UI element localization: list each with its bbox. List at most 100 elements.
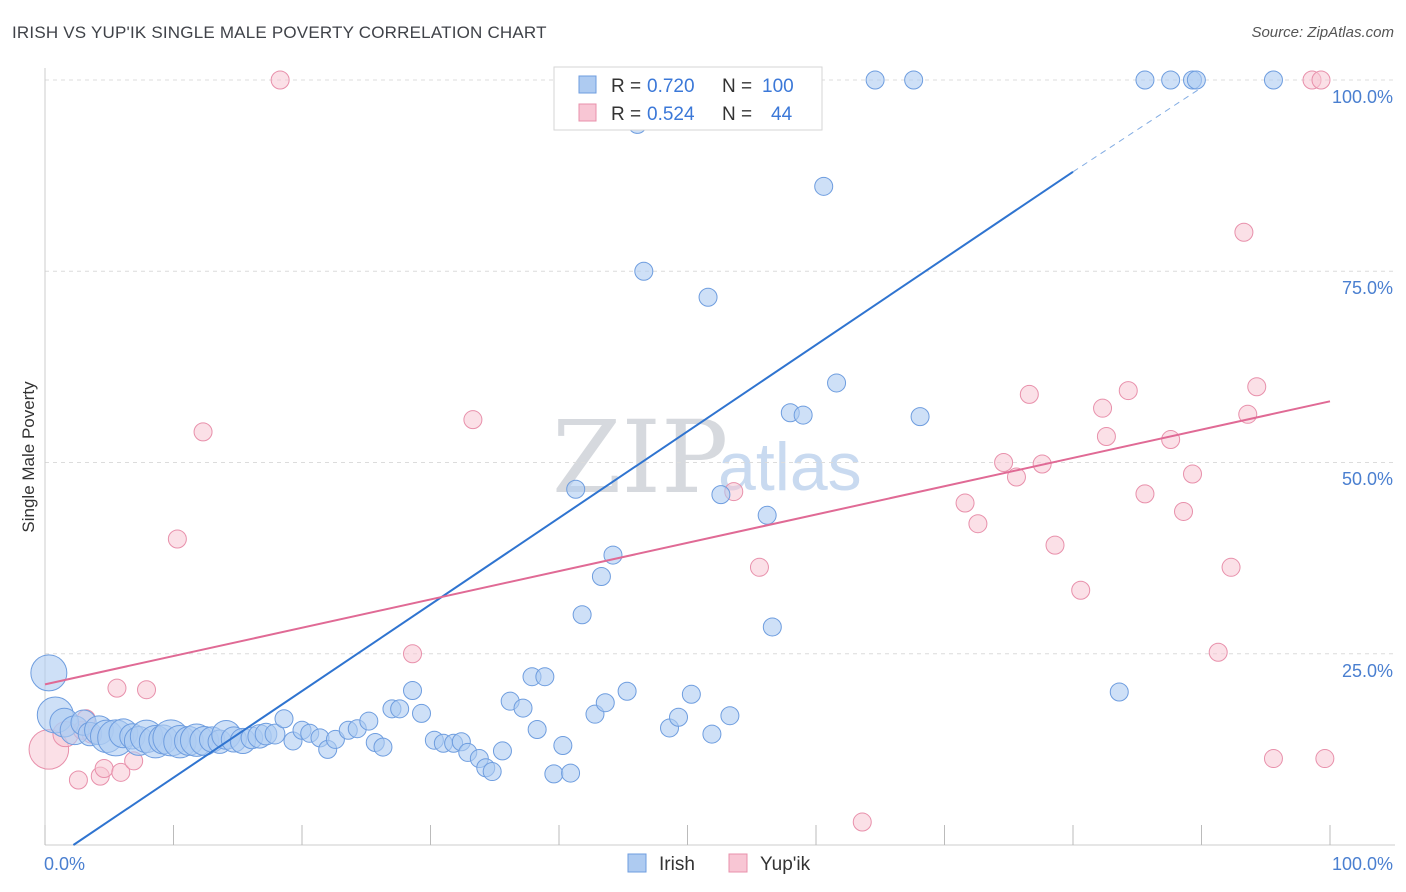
yupik-point [1315, 749, 1335, 769]
yupik-point [463, 410, 483, 430]
yupik-point [955, 493, 975, 513]
y-axis-label: Single Male Poverty [19, 381, 38, 533]
yupik-point [94, 759, 114, 778]
y-tick-label-75: 75.0% [1342, 278, 1393, 298]
irish-trend-line [72, 170, 1074, 846]
yupik-point [1135, 484, 1155, 504]
irish-point [492, 741, 512, 761]
yupik-point [1311, 70, 1331, 90]
irish-point [572, 605, 592, 625]
irish-point [865, 70, 885, 90]
irish-point [827, 373, 847, 393]
yupik-n-value: 44 [771, 104, 793, 125]
yupik-r-label: R = [611, 104, 641, 125]
irish-point [1263, 70, 1283, 90]
irish-point [720, 706, 740, 726]
yupik-point [1118, 381, 1138, 401]
yupik-point [1045, 535, 1065, 555]
irish-n-label: N = [722, 76, 752, 97]
irish-point [762, 617, 782, 637]
yupik-n-label: N = [722, 104, 752, 125]
yupik-point [403, 644, 423, 664]
irish-point [793, 405, 813, 425]
series-legend: Irish Yup'ik [627, 853, 811, 875]
yupik-point [167, 529, 187, 549]
irish-point [591, 566, 611, 586]
irish-point [561, 763, 581, 783]
irish-point [30, 654, 68, 692]
stats-legend: R = 0.720 N = 100 R = 0.524 N = 44 [553, 66, 823, 131]
irish-point [274, 709, 294, 729]
yupik-point [1263, 749, 1283, 769]
irish-point [1186, 70, 1206, 90]
irish-trend-extension [1072, 87, 1202, 173]
irish-points [30, 70, 1283, 784]
yupik-point [137, 680, 157, 700]
yupik-point [1019, 384, 1039, 404]
stats-legend-box [553, 66, 823, 131]
yupik-point [193, 422, 213, 442]
irish-point [595, 693, 615, 713]
irish-point [814, 176, 834, 196]
yupik-trend-line [44, 400, 1331, 686]
irish-point [1135, 70, 1155, 90]
irish-point [482, 762, 502, 782]
yupik-point [994, 453, 1014, 472]
yupik-point [1234, 222, 1254, 242]
irish-point [566, 479, 586, 499]
irish-point [698, 287, 718, 307]
y-tick-label-100: 100.0% [1332, 87, 1393, 107]
yupik-point [68, 770, 88, 790]
x-tick-label-0: 0.0% [44, 854, 85, 874]
irish-point [1109, 682, 1129, 702]
yupik-point [749, 557, 769, 577]
y-tick-label-25: 25.0% [1342, 661, 1393, 681]
yupik-point [852, 812, 872, 832]
x-tick-label-100: 100.0% [1332, 854, 1393, 874]
yupik-point [1006, 467, 1026, 487]
irish-point [904, 70, 924, 90]
irish-point [325, 729, 345, 749]
irish-point [513, 698, 533, 718]
irish-point [711, 485, 731, 505]
irish-point [553, 736, 573, 756]
legend-yupik-swatch [728, 853, 748, 873]
legend-irish-label: Irish [659, 854, 695, 875]
yupik-point [1174, 501, 1194, 521]
legend-yupik-label: Yup'ik [760, 854, 811, 875]
legend-irish-swatch [627, 853, 647, 873]
irish-point [390, 699, 410, 719]
chart-title: IRISH VS YUP'IK SINGLE MALE POVERTY CORR… [12, 23, 547, 42]
irish-point [669, 707, 689, 727]
irish-point [412, 703, 432, 723]
irish-point [403, 680, 423, 700]
trend-layer [44, 87, 1331, 846]
irish-n-value: 100 [762, 76, 794, 97]
yupik-point [107, 678, 127, 698]
irish-point [264, 723, 286, 745]
irish-point [1161, 70, 1181, 90]
irish-point [359, 711, 379, 731]
irish-point [910, 407, 930, 427]
yupik-point [1208, 642, 1228, 662]
irish-point [544, 764, 564, 784]
yupik-point [968, 514, 988, 534]
irish-point [527, 719, 547, 739]
yupik-point [270, 70, 290, 90]
irish-point [634, 261, 654, 281]
irish-point [617, 681, 637, 701]
yupik-point [1221, 557, 1241, 577]
irish-point [535, 667, 555, 687]
yupik-point [1093, 398, 1113, 418]
irish-r-label: R = [611, 76, 641, 97]
yupik-point [1161, 430, 1181, 450]
yupik-point [1096, 426, 1116, 446]
yupik-point [1247, 377, 1267, 397]
irish-legend-swatch [578, 75, 597, 94]
irish-point [681, 684, 701, 704]
yupik-legend-swatch [578, 103, 597, 122]
yupik-point [111, 762, 131, 782]
watermark-zip: ZIP [552, 399, 728, 516]
irish-point [373, 737, 393, 757]
